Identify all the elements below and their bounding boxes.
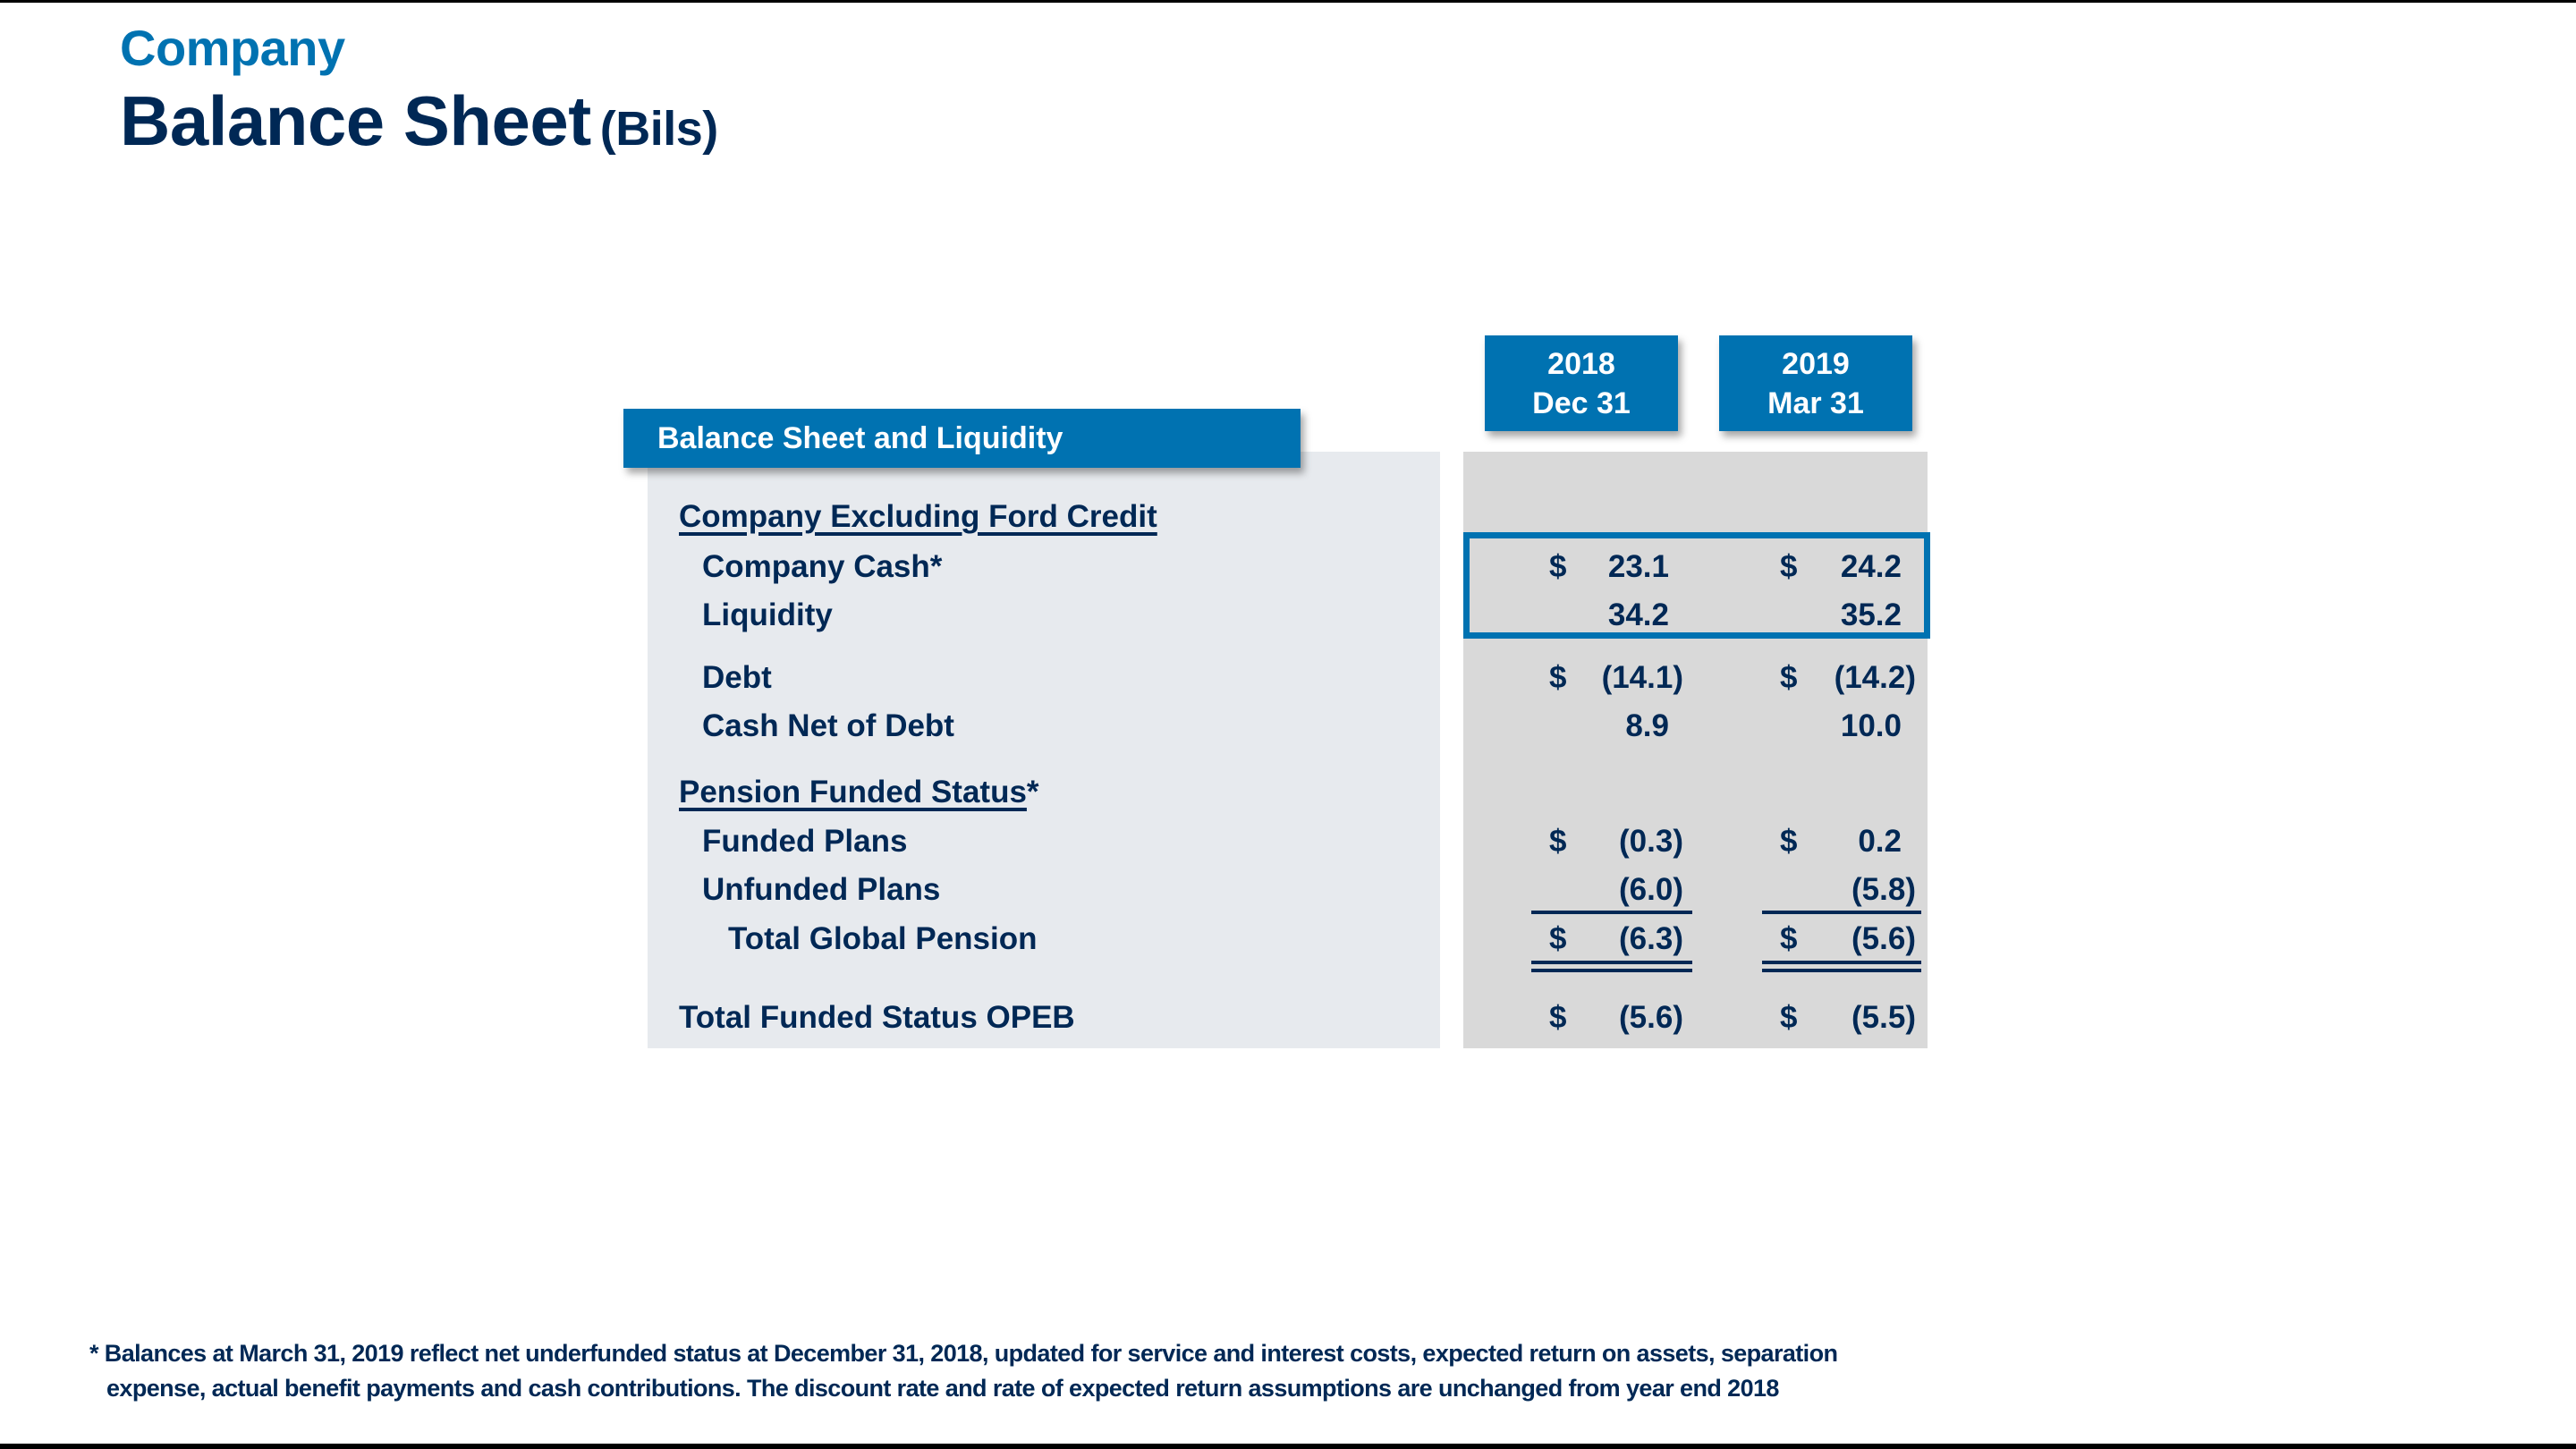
dollar-sign: $ [1780, 921, 1798, 956]
subtotal-rule [1762, 911, 1921, 914]
value-2018-debt: (14.1) [1601, 660, 1683, 695]
page-title-unit: (Bils) [599, 102, 719, 156]
footnote-line-2: expense, actual benefit payments and cas… [106, 1375, 1779, 1402]
value-2019-funded-plans: 0.2 [1858, 824, 1902, 859]
row-label-liquidity: Liquidity [702, 597, 833, 632]
value-2019-debt: (14.2) [1834, 660, 1916, 695]
top-border [0, 0, 2576, 3]
total-double-rule-bottom [1762, 969, 1921, 972]
row-label-funded-plans: Funded Plans [702, 824, 908, 859]
section-label-text: Balance Sheet and Liquidity [657, 420, 1063, 455]
column-header-date: Mar 31 [1767, 386, 1864, 420]
row-label-cash-net-of-debt: Cash Net of Debt [702, 708, 954, 743]
dollar-sign: $ [1780, 824, 1798, 859]
section-label: Balance Sheet and Liquidity [623, 409, 1301, 468]
row-label-total-funded-status-opeb: Total Funded Status OPEB [679, 1000, 1075, 1035]
value-2018-company-cash: 23.1 [1607, 549, 1669, 584]
footnote: * Balances at March 31, 2019 reflect net… [89, 1336, 1968, 1406]
column-header-year: 2018 [1547, 346, 1615, 381]
row-label-total-global-pension: Total Global Pension [728, 921, 1038, 956]
value-2019-total-global-pension: (5.6) [1852, 921, 1916, 956]
dollar-sign: $ [1780, 549, 1798, 584]
dollar-sign: $ [1780, 1000, 1798, 1035]
footnote-line-1: * Balances at March 31, 2019 reflect net… [89, 1340, 1838, 1367]
value-2018-total-global-pension: (6.3) [1619, 921, 1683, 956]
total-double-rule-top [1762, 961, 1921, 964]
page-title: Balance Sheet (Bils) [120, 86, 718, 156]
column-header-year: 2019 [1782, 346, 1850, 381]
dollar-sign: $ [1549, 921, 1567, 956]
value-panel [1463, 452, 1928, 1048]
title-kicker: Company [120, 20, 345, 76]
total-double-rule-bottom [1531, 969, 1692, 972]
column-header-date: Dec 31 [1532, 386, 1631, 420]
value-2019-company-cash: 24.2 [1840, 549, 1902, 584]
dollar-sign: $ [1549, 660, 1567, 695]
row-label-debt: Debt [702, 660, 772, 695]
row-label-company-cash: Company Cash* [702, 549, 943, 584]
dollar-sign: $ [1549, 1000, 1567, 1035]
value-2018-funded-plans: (0.3) [1619, 824, 1683, 859]
value-2018-cash-net-of-debt: 8.9 [1625, 708, 1669, 743]
heading-text: Pension Funded Status [679, 775, 1027, 809]
dollar-sign: $ [1780, 660, 1798, 695]
row-label-unfunded-plans: Unfunded Plans [702, 872, 941, 907]
page-title-text: Balance Sheet [120, 81, 591, 160]
bottom-border [0, 1444, 2576, 1449]
row-heading-pension-funded-status: Pension Funded Status* [679, 775, 1039, 810]
value-2019-cash-net-of-debt: 10.0 [1840, 708, 1902, 743]
heading-text: Company Excluding Ford Credit [679, 499, 1157, 534]
dollar-sign: $ [1549, 824, 1567, 859]
label-panel [648, 452, 1440, 1048]
value-2018-total-opeb: (5.6) [1619, 1000, 1683, 1035]
row-heading-company-excl-ford-credit: Company Excluding Ford Credit [679, 499, 1157, 535]
value-2018-unfunded-plans: (6.0) [1619, 872, 1683, 907]
value-2019-liquidity: 35.2 [1840, 597, 1902, 632]
column-header-2018: 2018 Dec 31 [1485, 335, 1678, 431]
cash-liquidity-highlight [1463, 532, 1930, 639]
value-2018-liquidity: 34.2 [1607, 597, 1669, 632]
value-2019-unfunded-plans: (5.8) [1852, 872, 1916, 907]
asterisk: * [1026, 775, 1039, 809]
column-header-2019: 2019 Mar 31 [1719, 335, 1912, 431]
subtotal-rule [1531, 911, 1692, 914]
total-double-rule-top [1531, 961, 1692, 964]
dollar-sign: $ [1549, 549, 1567, 584]
value-2019-total-opeb: (5.5) [1852, 1000, 1916, 1035]
